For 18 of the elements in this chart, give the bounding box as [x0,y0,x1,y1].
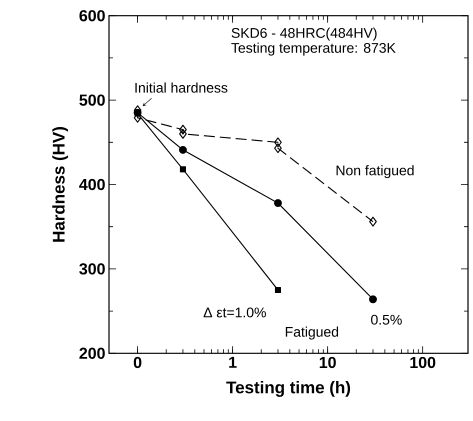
x-axis-title: Testing time (h) [226,380,350,397]
y-tick-label: 300 [79,263,105,275]
series-label: Non fatigued [336,165,414,178]
x-tick-label: 10 [320,356,336,368]
y-tick-label: 200 [79,348,105,359]
y-tick-label: 400 [79,178,105,190]
series-label: Δ εt=1.0% [204,308,266,318]
annotation: Initial hardness [135,82,228,93]
y-axis-title: Hardness (HV) [52,127,68,242]
series-label: 0.5% [371,314,402,325]
annotation: Fatigued [286,326,338,340]
y-tick-label: 600 [79,10,105,22]
y-tick-label: 500 [79,94,105,106]
x-tick-label: 1 [229,356,237,368]
annotation: SKD6 - 48HRC(484HV) [232,28,377,41]
x-tick-label: 100 [410,356,436,368]
x-tick-label: 0 [134,356,142,368]
annotation: Testing temperature: 873K [231,42,396,56]
